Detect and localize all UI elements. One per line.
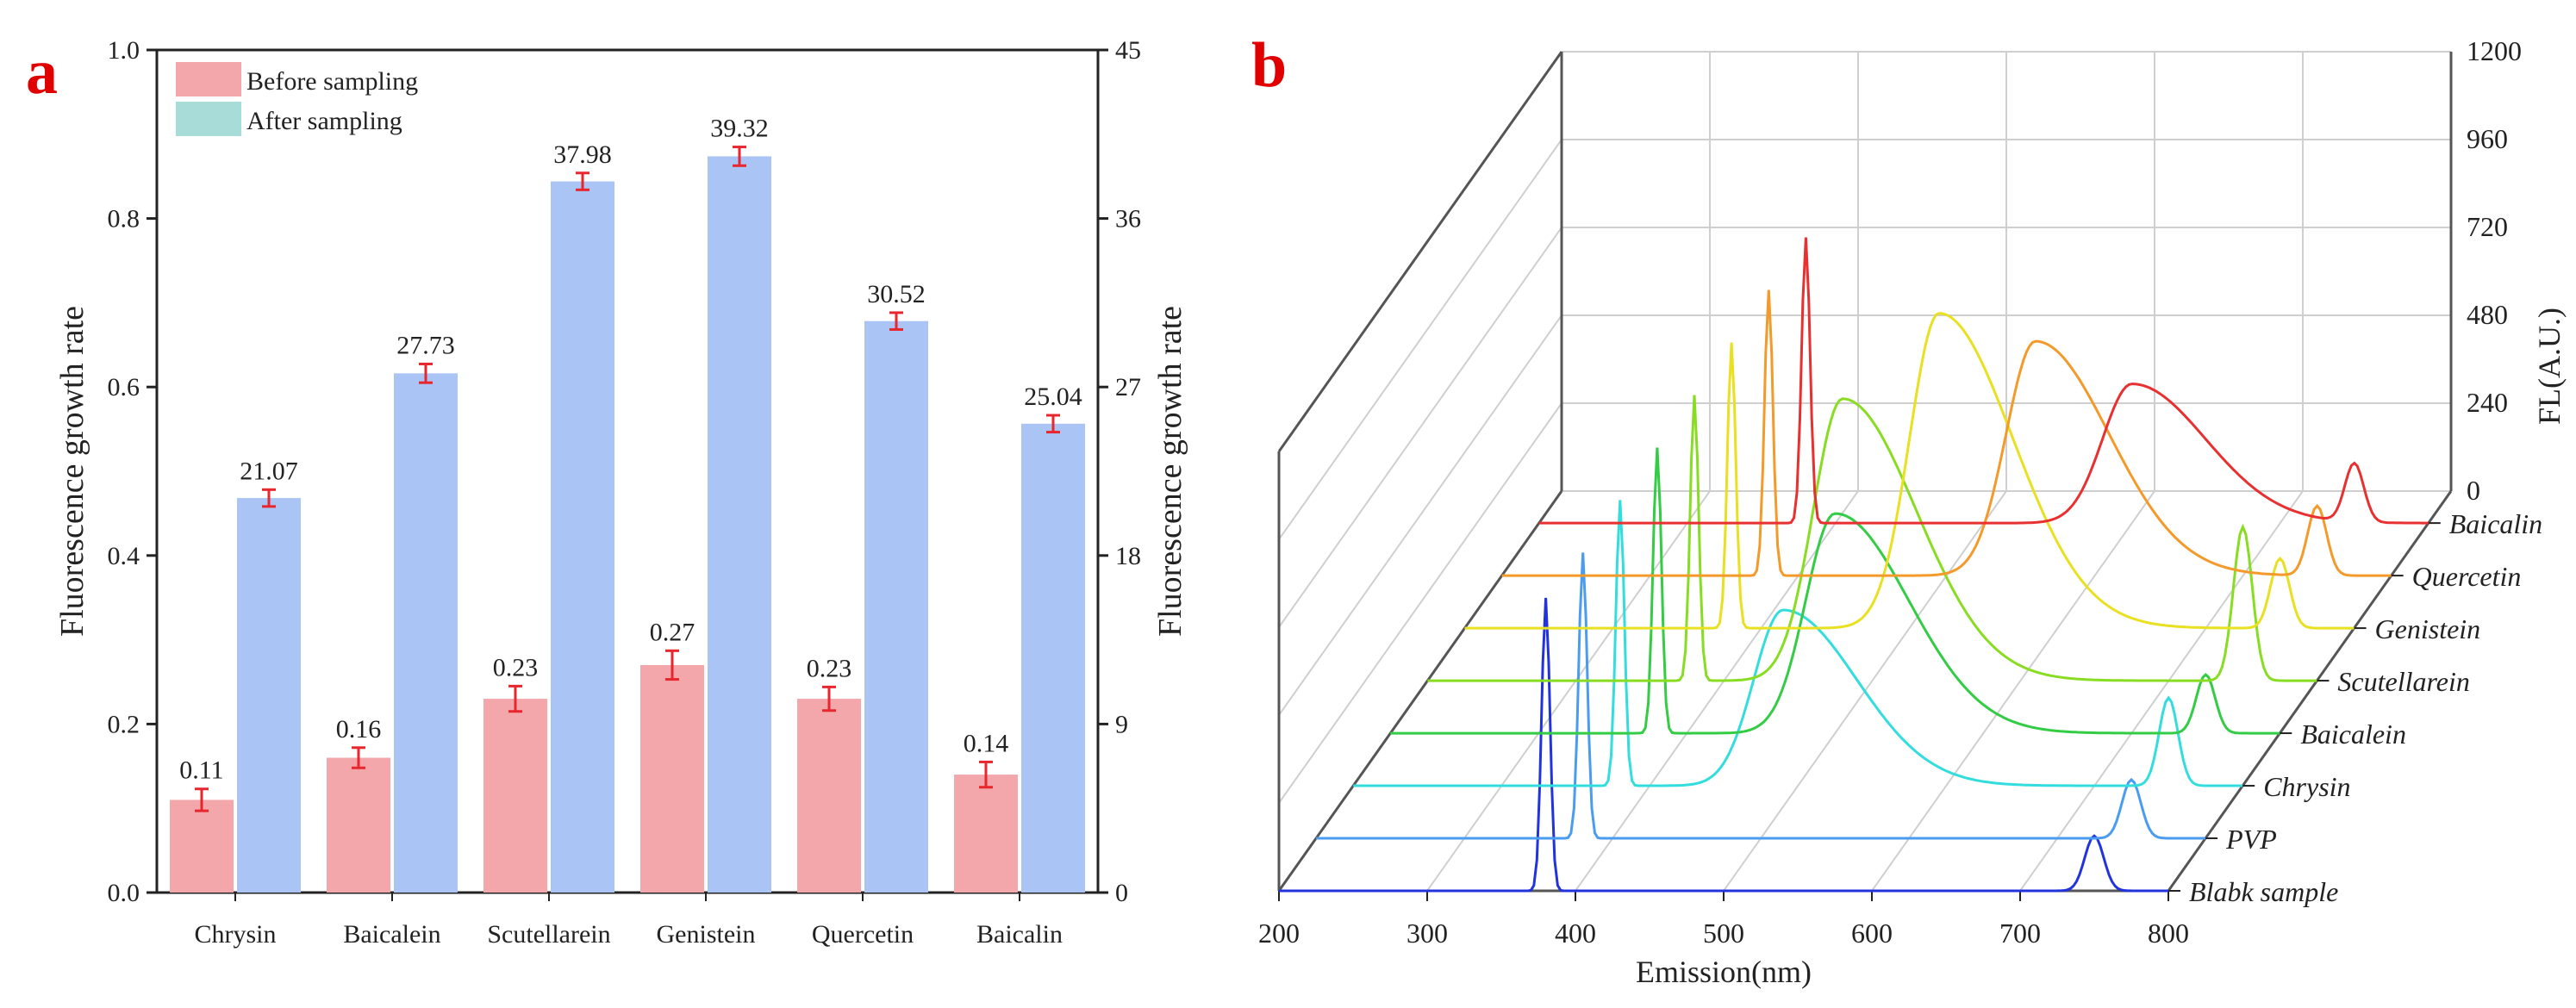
spectrum-line-pvp <box>1316 552 2206 840</box>
bar-before-chrysin <box>170 800 234 893</box>
series-label: Quercetin <box>2412 561 2522 592</box>
data-label: 30.52 <box>867 280 926 308</box>
grid-line <box>1278 402 1562 804</box>
panel-label-a: a <box>26 37 58 108</box>
z-tick-label: 720 <box>2467 211 2508 242</box>
x-tick-label: Quercetin <box>812 920 914 949</box>
bar-after-chrysin <box>237 498 301 893</box>
x-tick-label: Chrysin <box>194 920 276 949</box>
z-tick-label: 0 <box>2467 475 2480 506</box>
z-axis-title: FL(A.U.) <box>2532 308 2567 425</box>
panel-a: a 0.11 21.07 0.16 27.73 0.23 37.98 0.27 39.32 0.… <box>26 36 1188 949</box>
x-tick-label: Genistein <box>657 920 756 949</box>
spectrum-line-baicalein <box>1390 447 2280 735</box>
series-label: Baicalein <box>2300 719 2406 750</box>
series-label: Baicalin <box>2449 508 2542 539</box>
data-label: 25.04 <box>1024 383 1082 411</box>
data-label: 37.98 <box>553 140 612 169</box>
x-tick-label: 500 <box>1703 918 1744 949</box>
axis-line <box>2167 490 2453 892</box>
spectrum-line-genistein <box>1464 312 2355 630</box>
panel-label-b: b <box>1251 30 1287 101</box>
bar-before-scutellarein <box>483 699 547 893</box>
x-tick-label: 400 <box>1555 918 1596 949</box>
z-tick-label: 480 <box>2467 299 2508 330</box>
legend-swatch-after <box>176 102 241 136</box>
grid-line <box>1278 139 1562 540</box>
data-label: 21.07 <box>240 457 298 485</box>
spectrum-line-quercetin <box>1501 289 2392 577</box>
grid-line <box>1575 490 1859 892</box>
spectrum-line-chrysin <box>1353 500 2243 787</box>
x-tick-label: 600 <box>1851 918 1893 949</box>
bar-before-genistein <box>640 664 704 893</box>
series-label: Scutellarein <box>2337 666 2469 697</box>
y-tick-label-left: 0.4 <box>108 542 140 570</box>
series-label: Genistein <box>2375 613 2481 644</box>
legend-label-before: Before sampling <box>246 67 418 96</box>
grid-line <box>2019 490 2304 892</box>
data-label: 0.23 <box>493 653 539 681</box>
y-tick-label-right: 27 <box>1115 373 1141 401</box>
y-tick-label-right: 45 <box>1115 36 1141 65</box>
spectrum-line-blabk-sample <box>1279 597 2168 893</box>
data-label: 0.16 <box>336 715 382 744</box>
bar-after-genistein <box>708 156 771 893</box>
right-axis-title: Fluorescence growth rate <box>1152 306 1188 637</box>
x-tick-label: Baicalin <box>976 920 1063 949</box>
y-tick-label-left: 0.2 <box>108 710 140 738</box>
legend-a: Before sampling After sampling <box>176 62 418 136</box>
z-tick-label: 960 <box>2467 123 2508 154</box>
data-label: 0.14 <box>964 729 1009 757</box>
x-tick-label: 200 <box>1258 918 1300 949</box>
z-tick-label: 1200 <box>2467 35 2522 66</box>
grid-line <box>1278 314 1562 716</box>
y-tick-label-left: 0.0 <box>108 879 140 907</box>
x-tick-label: 700 <box>1999 918 2041 949</box>
legend-swatch-before <box>176 62 241 96</box>
data-label: 0.23 <box>807 654 852 682</box>
z-tick-label: 240 <box>2467 387 2508 418</box>
bar-after-quercetin <box>864 320 928 893</box>
x-axis-title: Emission(nm) <box>1636 955 1812 989</box>
x-tick-label: Scutellarein <box>487 920 610 949</box>
plot-frame-a <box>155 48 1100 894</box>
x-tick-label: Baicalein <box>343 920 440 949</box>
axis-line <box>1277 51 1563 452</box>
grid-line <box>1278 227 1562 628</box>
bar-after-baicalein <box>394 373 458 893</box>
grid-line <box>1871 490 2155 892</box>
bar-before-quercetin <box>797 699 861 893</box>
data-label: 27.73 <box>396 331 455 359</box>
bar-before-baicalin <box>954 775 1018 893</box>
series-label: Blabk sample <box>2189 876 2338 907</box>
y-tick-label-left: 0.8 <box>108 205 140 233</box>
spectrum-line-baicalin <box>1538 237 2429 525</box>
data-label: 39.32 <box>710 115 769 143</box>
y-tick-label-right: 9 <box>1115 710 1128 738</box>
x-tick-label: 800 <box>2148 918 2189 949</box>
bar-after-baicalin <box>1021 423 1085 893</box>
data-label: 0.27 <box>650 618 695 646</box>
data-label: 0.11 <box>179 756 223 785</box>
left-axis-title: Fluorescence growth rate <box>54 306 90 637</box>
series-label: PVP <box>2225 824 2277 855</box>
y-tick-label-right: 36 <box>1115 205 1141 233</box>
y-tick-label-right: 18 <box>1115 542 1141 570</box>
x-tick-label: 300 <box>1407 918 1448 949</box>
bar-before-baicalein <box>327 757 390 893</box>
spectrum-line-scutellarein <box>1427 395 2317 682</box>
panel-b: b 0 240 480 720 960 1200 200 300 400 500 600 700 800… <box>1251 30 2567 989</box>
bar-after-scutellarein <box>551 181 614 893</box>
legend-label-after: After sampling <box>246 107 402 135</box>
axis-line <box>1277 490 1563 892</box>
y-tick-label-left: 0.6 <box>108 373 140 401</box>
y-tick-label-right: 0 <box>1115 879 1128 907</box>
series-label: Chrysin <box>2263 771 2350 802</box>
grid-line <box>1426 490 1711 892</box>
y-tick-label-left: 1.0 <box>108 36 140 65</box>
